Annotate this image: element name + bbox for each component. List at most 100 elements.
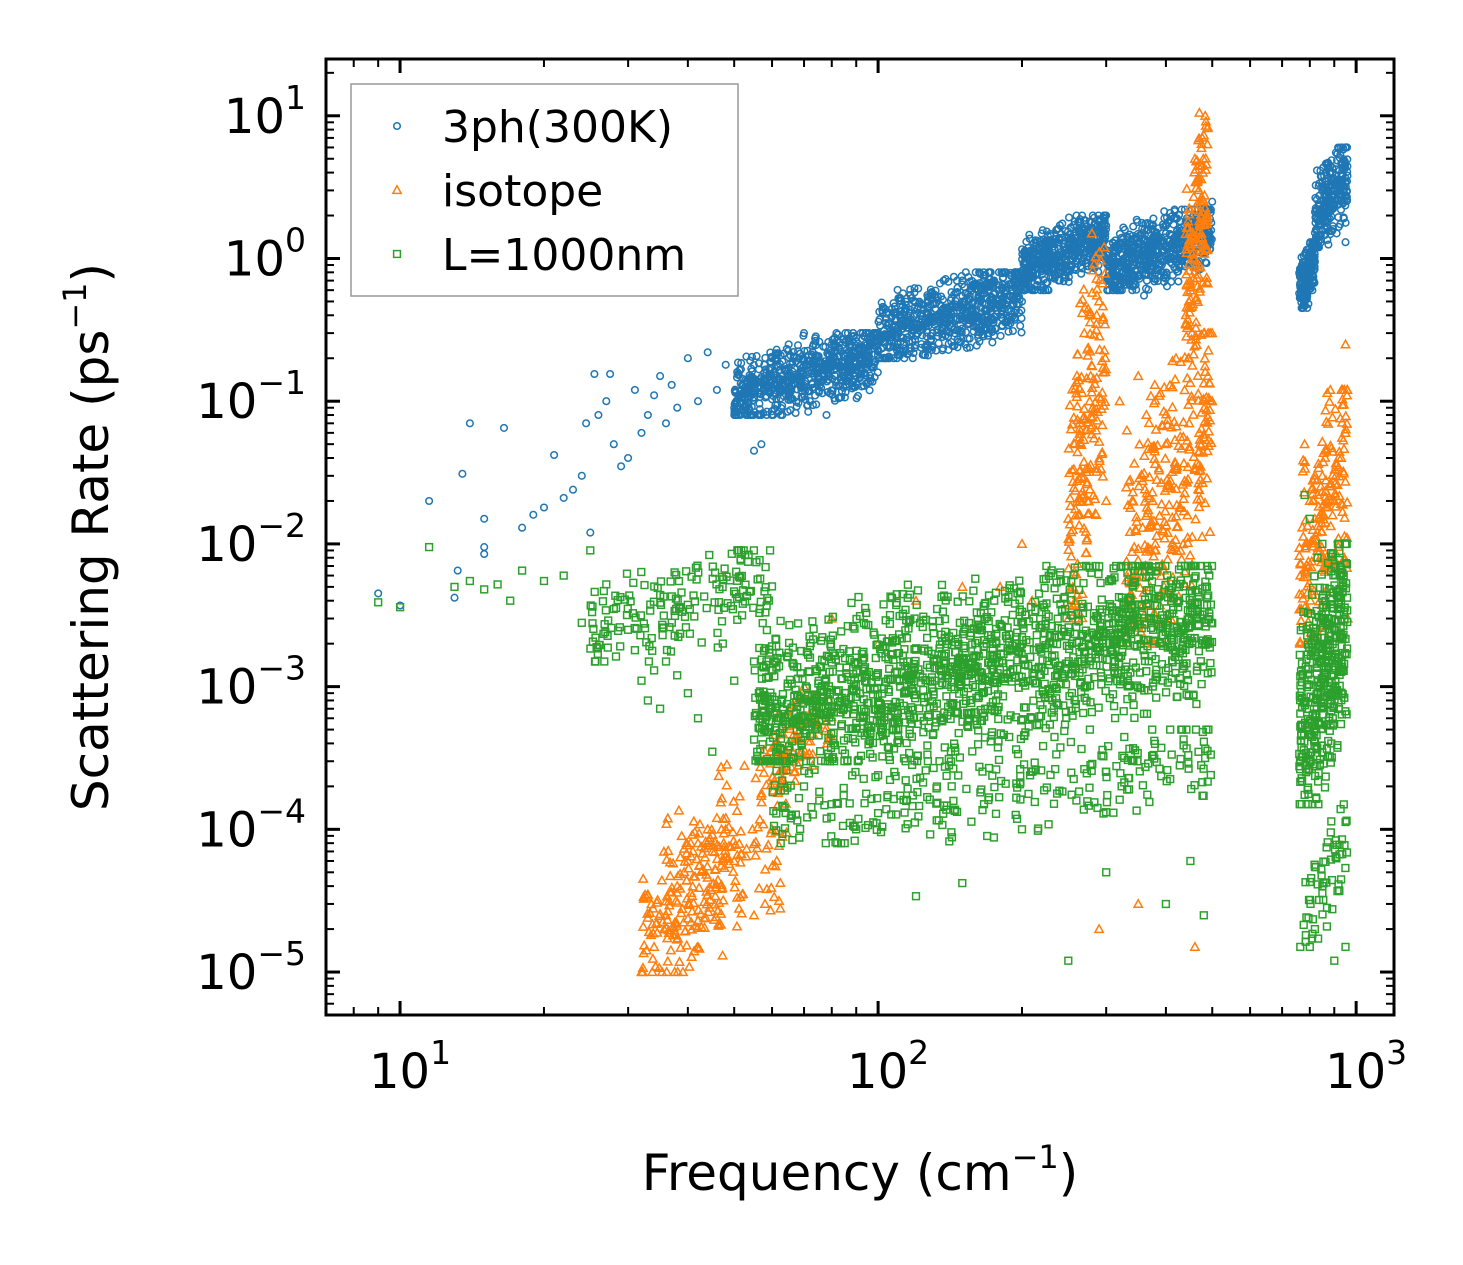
data-point-circle: [768, 383, 777, 392]
data-point-circle: [778, 357, 787, 366]
data-point-circle: [943, 332, 953, 341]
data-point-circle: [843, 329, 852, 338]
data-point-circle: [755, 405, 764, 414]
data-point-circle: [844, 336, 854, 346]
data-point-circle: [834, 381, 843, 390]
data-point-circle: [824, 375, 833, 384]
data-point-circle: [730, 408, 739, 417]
data-point-circle: [839, 377, 848, 386]
data-point-circle: [865, 332, 874, 341]
data-point-circle: [792, 397, 801, 406]
data-point-circle: [1008, 301, 1017, 310]
data-point-circle: [819, 370, 828, 379]
data-point-circle: [765, 375, 774, 384]
data-point-circle: [972, 341, 981, 350]
data-point-circle: [964, 319, 974, 328]
data-point-circle: [778, 401, 787, 410]
data-point-circle: [1010, 315, 1019, 324]
data-point-circle: [847, 346, 856, 355]
data-point-circle: [958, 300, 967, 309]
data-point-circle: [958, 297, 967, 306]
data-point-circle: [731, 385, 740, 394]
data-point-circle: [910, 297, 920, 306]
data-point-circle: [808, 342, 817, 351]
data-point-circle: [829, 366, 838, 375]
data-point-circle: [788, 367, 797, 376]
data-point-circle: [803, 346, 812, 355]
data-point-circle: [865, 386, 874, 395]
data-point-circle: [733, 370, 742, 379]
data-point-circle: [782, 344, 791, 353]
data-point-circle: [879, 343, 888, 352]
data-point-circle: [898, 289, 908, 298]
data-point-circle: [831, 341, 840, 350]
data-point-circle: [853, 391, 863, 400]
data-point-circle: [745, 406, 754, 415]
data-point-circle: [870, 358, 880, 367]
data-point-circle: [881, 305, 890, 314]
data-point-circle: [845, 342, 854, 351]
data-point-circle: [800, 356, 809, 366]
data-point-circle: [789, 380, 798, 389]
data-point-circle: [873, 368, 882, 377]
data-point-circle: [850, 359, 859, 368]
data-point-circle: [770, 404, 779, 413]
data-point-circle: [752, 352, 761, 361]
data-point-circle: [803, 401, 812, 410]
data-point-circle: [732, 396, 741, 405]
data-point-circle: [776, 394, 785, 403]
data-point-circle: [826, 389, 835, 398]
data-point-circle: [950, 290, 959, 299]
data-point-circle: [857, 369, 866, 378]
data-point-circle: [775, 376, 784, 385]
data-point-circle: [980, 318, 989, 327]
data-point-circle: [858, 360, 867, 370]
data-point-circle: [735, 366, 744, 375]
data-point-circle: [939, 276, 948, 285]
data-point-circle: [865, 342, 874, 351]
data-point-circle: [928, 343, 937, 352]
data-point-circle: [849, 354, 858, 363]
data-point-circle: [998, 280, 1007, 289]
data-point-circle: [849, 383, 859, 392]
data-point-circle: [906, 305, 915, 314]
data-point-circle: [767, 358, 776, 367]
data-point-circle: [808, 380, 817, 389]
data-point-circle: [754, 365, 763, 374]
series-3ph(300K): [374, 143, 1352, 610]
data-point-circle: [744, 399, 753, 408]
data-point-circle: [866, 376, 875, 386]
data-point-circle: [764, 383, 773, 392]
data-point-circle: [956, 320, 965, 330]
data-point-circle: [756, 375, 765, 384]
data-point-circle: [786, 351, 795, 360]
data-point-circle: [796, 361, 805, 370]
data-point-circle: [762, 407, 771, 416]
data-point-circle: [971, 268, 980, 277]
data-point-circle: [855, 343, 864, 352]
data-point-circle: [746, 391, 755, 400]
data-point-circle: [784, 353, 793, 362]
data-point-circle: [859, 381, 869, 391]
data-point-circle: [840, 359, 849, 368]
data-point-circle: [737, 359, 746, 368]
data-point-circle: [809, 359, 818, 369]
data-point-circle: [855, 373, 864, 383]
data-point-circle: [783, 367, 792, 376]
data-point-circle: [753, 388, 763, 398]
data-point-circle: [990, 313, 999, 322]
data-point-circle: [783, 375, 792, 384]
data-point-circle: [901, 344, 910, 353]
data-point-circle: [910, 288, 919, 297]
data-point-circle: [949, 272, 958, 281]
data-point-circle: [742, 352, 751, 361]
data-point-circle: [803, 387, 813, 396]
data-point-circle: [994, 268, 1003, 277]
data-point-circle: [775, 365, 784, 374]
data-point-circle: [910, 284, 919, 293]
data-point-circle: [812, 400, 821, 409]
data-point-circle: [811, 391, 820, 400]
data-point-circle: [1001, 286, 1010, 295]
data-point-circle: [858, 350, 867, 360]
